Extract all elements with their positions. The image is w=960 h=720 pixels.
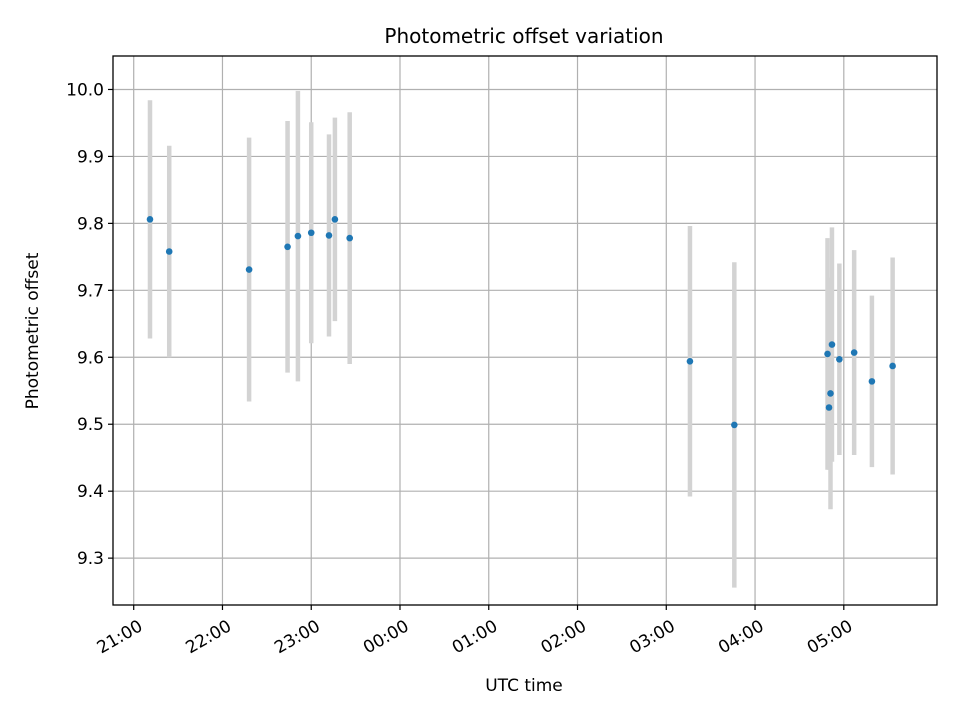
x-tick-label: 22:00 [183,616,235,658]
data-point [325,232,333,239]
x-tick-label: 04:00 [715,616,767,658]
y-axis-label: Photometric offset [23,252,43,409]
data-point [146,216,154,223]
data-point [346,234,353,242]
data-point [284,243,291,251]
x-tick-label: 00:00 [360,616,412,658]
y-tick-label: 9.3 [77,549,104,569]
x-tick-label: 21:00 [94,616,146,658]
y-tick-label: 9.5 [77,415,104,435]
data-point [165,248,173,255]
x-tick-label: 23:00 [271,616,323,658]
y-axis-ticks: 9.3 9.4 9.5 9.6 9.7 9.8 9.9 10.0 [66,80,113,569]
x-axis-ticks: 21:00 22:00 23:00 00:00 01:00 02:00 03:00 04:00… [94,605,856,658]
data-point [731,421,738,429]
data-point [828,341,836,348]
y-tick-label: 9.7 [77,281,104,301]
data-point [868,378,876,385]
x-tick-label: 05:00 [804,616,856,658]
chart-title: Photometric offset variation [384,24,663,48]
plot-frame [112,55,938,606]
data-point [331,216,339,223]
data-point [825,404,833,411]
data-point [294,232,302,240]
data-point [827,390,834,397]
data-point [850,349,858,356]
y-tick-label: 10.0 [66,80,104,100]
data-point [686,357,694,365]
data-point [836,355,843,363]
y-tick-label: 9.6 [77,348,104,368]
x-tick-label: 01:00 [449,616,501,658]
y-tick-label: 9.8 [77,214,104,234]
data-points [146,216,896,429]
error-bars [147,90,895,588]
data-point [824,350,831,358]
x-axis-label: UTC time [485,676,563,696]
x-tick-label: 03:00 [626,616,678,658]
data-point [245,266,253,273]
y-tick-label: 9.9 [77,147,104,167]
y-tick-label: 9.4 [77,482,104,502]
x-tick-label: 02:00 [538,616,590,658]
data-point [307,229,315,237]
grid [113,56,937,605]
data-point [889,362,896,370]
